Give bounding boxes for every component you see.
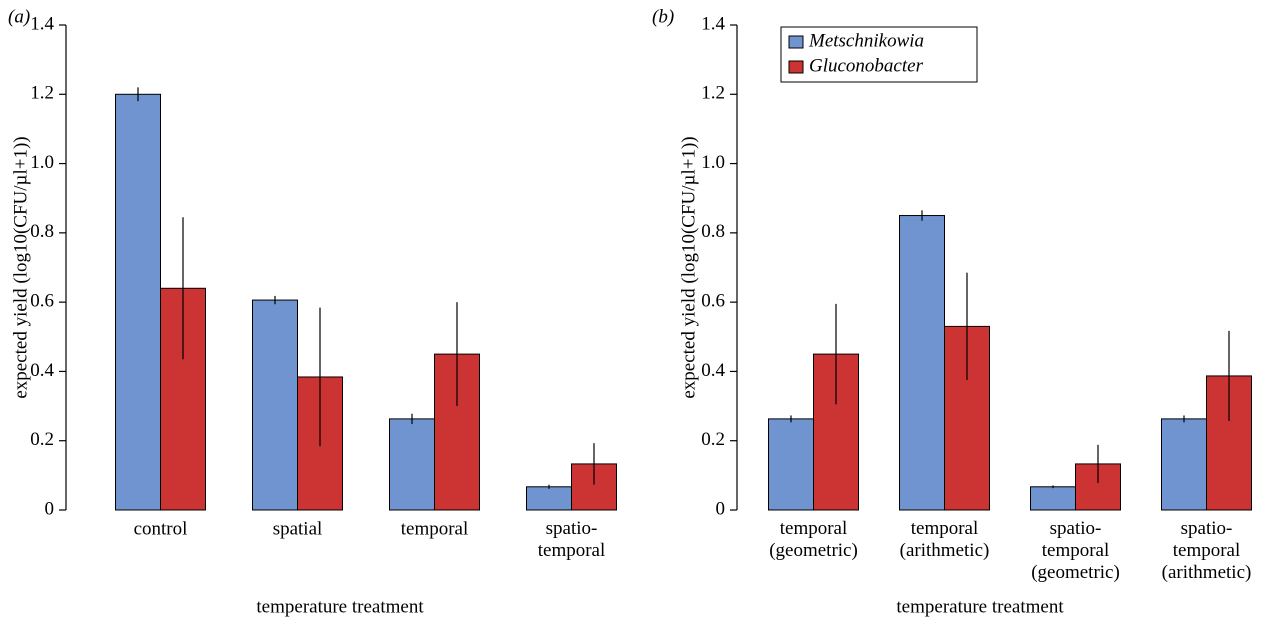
- x-axis-label: temperature treatment: [256, 596, 424, 617]
- y-tick-label: 1.2: [701, 83, 725, 104]
- x-tick-label: temporal: [401, 518, 469, 539]
- x-tick-label: temporal (geometric): [769, 518, 858, 561]
- y-tick-label: 0.2: [30, 429, 54, 450]
- bar: [115, 93, 161, 511]
- panel-label: (b): [652, 6, 674, 27]
- bar: [1161, 418, 1207, 511]
- x-tick-label: spatial: [273, 518, 323, 539]
- y-tick-label: 0.6: [701, 291, 725, 312]
- bar: [899, 215, 945, 511]
- legend-label: Metschnikowia: [808, 30, 924, 51]
- bar: [768, 418, 814, 511]
- y-tick-label: 0: [716, 498, 726, 519]
- y-tick-label: 1.2: [30, 83, 54, 104]
- y-tick-label: 1.0: [30, 152, 54, 173]
- bar: [252, 299, 298, 511]
- bar: [1030, 486, 1076, 511]
- panel-label: (a): [8, 6, 30, 27]
- legend-swatch: [788, 60, 804, 74]
- legend-box: [780, 26, 978, 83]
- y-tick-label: 0.2: [701, 429, 725, 450]
- x-tick-label: spatio-temporal: [538, 518, 606, 561]
- legend-swatch: [788, 35, 804, 49]
- x-tick-label: spatio-temporal (arithmetic): [1162, 518, 1252, 583]
- y-tick-label: 0.8: [30, 221, 54, 242]
- x-tick-label: spatio-temporal (geometric): [1031, 518, 1120, 583]
- y-tick-label: 0.4: [701, 360, 725, 381]
- y-tick-label: 0.6: [30, 291, 54, 312]
- bar: [389, 418, 435, 511]
- y-tick-label: 1.0: [701, 152, 725, 173]
- y-tick-label: 1.4: [30, 13, 54, 34]
- y-tick-label: 0: [45, 498, 55, 519]
- legend-label: Gluconobacter: [809, 55, 924, 76]
- y-axis-label: expected yield (log10(CFU/µl+1)): [10, 136, 31, 398]
- y-tick-label: 0.4: [30, 360, 54, 381]
- x-tick-label: control: [134, 518, 188, 539]
- y-axis-label: expected yield (log10(CFU/µl+1)): [678, 136, 699, 398]
- y-tick-label: 1.4: [701, 13, 725, 34]
- x-tick-label: temporal (arithmetic): [900, 518, 990, 561]
- y-tick-label: 0.8: [701, 221, 725, 242]
- bar: [526, 486, 572, 511]
- x-axis-label: temperature treatment: [896, 596, 1064, 617]
